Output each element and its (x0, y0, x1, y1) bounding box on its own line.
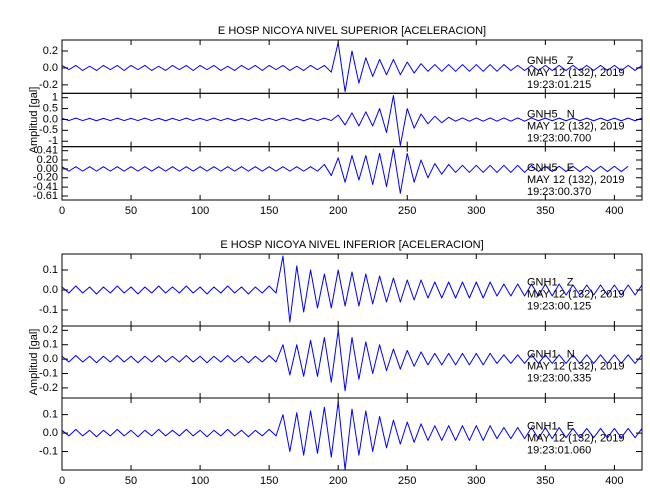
x-tick-label: 50 (125, 205, 137, 217)
y-tick-label: -0.20 (33, 172, 58, 184)
trace-time: 19:23:00.370 (527, 186, 591, 198)
panel-title: E HOSP NICOYA NIVEL INFERIOR [ACELERACIO… (220, 239, 483, 251)
x-tick-label: 150 (260, 205, 278, 217)
y-tick-label: 0.20 (37, 154, 58, 166)
trace-date: MAY 12 (132), 2019 (527, 67, 624, 79)
x-tick-label: 300 (467, 205, 485, 217)
trace-date: MAY 12 (132), 2019 (527, 433, 624, 445)
waveform (61, 42, 643, 93)
y-tick-label: -0.2 (39, 382, 58, 394)
x-tick-label: 300 (467, 475, 485, 487)
y-tick-label: 0.1 (43, 409, 58, 421)
trace-time: 19:23:00.335 (527, 373, 591, 385)
x-tick-label: 350 (536, 475, 554, 487)
x-tick-label: 0 (59, 205, 65, 217)
y-tick-label: 0.0 (43, 353, 58, 365)
trace-time: 19:23:01.215 (527, 79, 591, 91)
x-tick-label: 100 (191, 205, 209, 217)
trace-frame (61, 146, 643, 201)
trace-date: MAY 12 (132), 2019 (527, 174, 624, 186)
trace-name: GNH1 Z (527, 277, 574, 289)
y-tick-label: 0.0 (43, 113, 58, 125)
x-tick-label: 200 (329, 475, 347, 487)
waveform (61, 95, 643, 147)
y-axis-label: Amplitud [gal] (28, 329, 40, 396)
y-axis-label: Amplitud [gal] (28, 87, 40, 154)
trace-time: 19:23:01.060 (527, 445, 591, 457)
trace-name: GNH5 Z (527, 55, 574, 67)
x-tick-label: 250 (398, 205, 416, 217)
y-tick-label: -0.5 (39, 124, 58, 136)
y-tick-label: -0.1 (39, 445, 58, 457)
x-tick-label: 100 (191, 475, 209, 487)
y-tick-label: 0.41 (37, 145, 58, 157)
trace-name: GNH5 N (527, 109, 575, 121)
trace-time: 19:23:00.700 (527, 133, 591, 145)
trace-date: MAY 12 (132), 2019 (527, 289, 624, 301)
x-tick-label: 400 (605, 205, 623, 217)
trace-name: GNH5 E (527, 162, 574, 174)
trace-name: GNH1 N (527, 349, 575, 361)
x-tick-label: 0 (59, 475, 65, 487)
y-tick-label: -0.1 (39, 304, 58, 316)
y-tick-label: 0.00 (37, 163, 58, 175)
x-tick-label: 150 (260, 475, 278, 487)
x-tick-label: 50 (125, 475, 137, 487)
x-tick-label: 250 (398, 475, 416, 487)
y-tick-label: -0.61 (33, 190, 58, 202)
waveform (61, 329, 643, 392)
x-tick-label: 350 (536, 205, 554, 217)
y-tick-label: -0.41 (33, 181, 58, 193)
waveform (61, 255, 643, 323)
x-tick-label: 400 (605, 475, 623, 487)
trace-date: MAY 12 (132), 2019 (527, 361, 624, 373)
waveform (61, 401, 643, 471)
y-tick-label: 0.0 (43, 284, 58, 296)
trace-frame (61, 397, 643, 471)
y-tick-label: -1 (48, 135, 58, 147)
y-tick-label: 0.2 (43, 45, 58, 57)
panel-title: E HOSP NICOYA NIVEL SUPERIOR [ACELERACIO… (218, 25, 486, 37)
y-tick-label: 0.1 (43, 264, 58, 276)
trace-date: MAY 12 (132), 2019 (527, 121, 624, 133)
y-tick-label: 0.2 (43, 324, 58, 336)
y-tick-label: -0.2 (39, 79, 58, 91)
y-tick-label: 0.0 (43, 62, 58, 74)
y-tick-label: 0.1 (43, 339, 58, 351)
y-tick-label: 1 (52, 92, 58, 104)
x-tick-label: 200 (329, 205, 347, 217)
trace-time: 19:23:00.125 (527, 301, 591, 313)
y-tick-label: 0.0 (43, 427, 58, 439)
y-tick-label: -0.1 (39, 367, 58, 379)
waveform (61, 148, 629, 194)
y-tick-label: 0.5 (43, 102, 58, 114)
trace-name: GNH1 E (527, 421, 574, 433)
